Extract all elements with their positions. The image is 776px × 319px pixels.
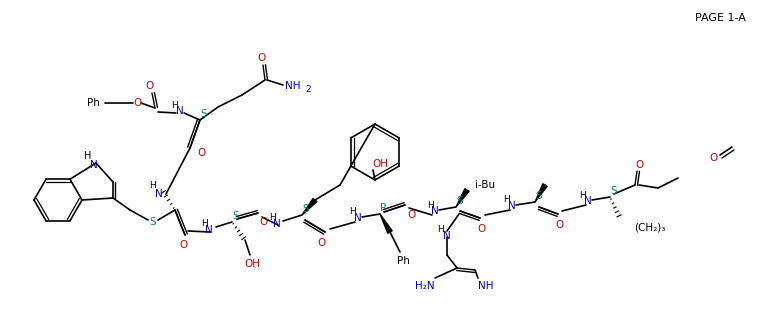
Text: PAGE 1-A: PAGE 1-A <box>695 13 746 23</box>
Text: OH: OH <box>244 259 260 269</box>
Text: H: H <box>579 190 585 199</box>
Text: S: S <box>457 196 463 206</box>
Text: O: O <box>133 98 141 108</box>
Text: H: H <box>438 226 445 234</box>
Text: S: S <box>303 204 310 214</box>
Text: H: H <box>171 100 178 109</box>
Polygon shape <box>456 189 469 207</box>
Text: 2: 2 <box>305 85 311 93</box>
Text: NH: NH <box>478 281 494 291</box>
Text: H: H <box>201 219 207 228</box>
Text: O: O <box>260 217 268 227</box>
Text: O: O <box>146 81 154 91</box>
Text: Ph: Ph <box>397 256 410 266</box>
Text: S: S <box>233 211 239 221</box>
Text: O: O <box>198 148 206 158</box>
Text: O: O <box>317 238 325 248</box>
Text: O: O <box>635 160 643 170</box>
Polygon shape <box>302 198 317 215</box>
Text: N: N <box>508 201 516 211</box>
Text: R: R <box>380 203 387 213</box>
Text: O: O <box>478 224 486 234</box>
Text: H: H <box>85 151 92 161</box>
Text: NH: NH <box>286 81 301 91</box>
Text: N: N <box>584 196 592 206</box>
Text: O: O <box>257 53 265 63</box>
Text: H: H <box>427 201 433 210</box>
Text: H₂N: H₂N <box>415 281 435 291</box>
Text: N: N <box>354 213 362 223</box>
Text: (CH₂)₃: (CH₂)₃ <box>634 223 666 233</box>
Text: H: H <box>503 196 509 204</box>
Text: N: N <box>273 219 281 229</box>
Text: O: O <box>556 220 564 230</box>
Polygon shape <box>535 184 547 202</box>
Text: H: H <box>149 182 155 190</box>
Text: S: S <box>535 191 542 201</box>
Text: N: N <box>90 160 98 170</box>
Text: i-Bu: i-Bu <box>475 180 495 190</box>
Text: O: O <box>710 153 718 163</box>
Text: N: N <box>155 189 163 199</box>
Text: H: H <box>350 207 356 217</box>
Text: N: N <box>443 231 451 241</box>
Text: S: S <box>150 217 156 227</box>
Text: O: O <box>407 210 415 220</box>
Text: O: O <box>179 240 187 250</box>
Text: OH: OH <box>372 159 388 169</box>
Text: Ph: Ph <box>87 98 99 108</box>
Text: N: N <box>205 225 213 235</box>
Polygon shape <box>380 214 392 233</box>
Text: H: H <box>268 212 275 221</box>
Text: N: N <box>176 106 184 116</box>
Text: N: N <box>431 206 439 216</box>
Text: S: S <box>201 109 207 119</box>
Text: S: S <box>611 186 618 196</box>
